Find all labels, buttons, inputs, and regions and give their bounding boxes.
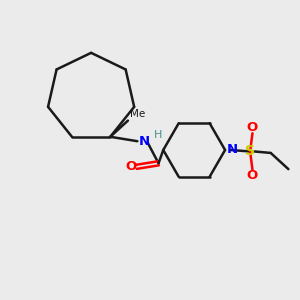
Text: O: O bbox=[247, 169, 258, 182]
Text: S: S bbox=[245, 145, 255, 158]
Text: O: O bbox=[126, 160, 137, 173]
Text: N: N bbox=[226, 143, 238, 157]
Text: N: N bbox=[139, 135, 150, 148]
Text: O: O bbox=[247, 122, 258, 134]
Text: Me: Me bbox=[130, 109, 145, 119]
Text: H: H bbox=[154, 130, 162, 140]
